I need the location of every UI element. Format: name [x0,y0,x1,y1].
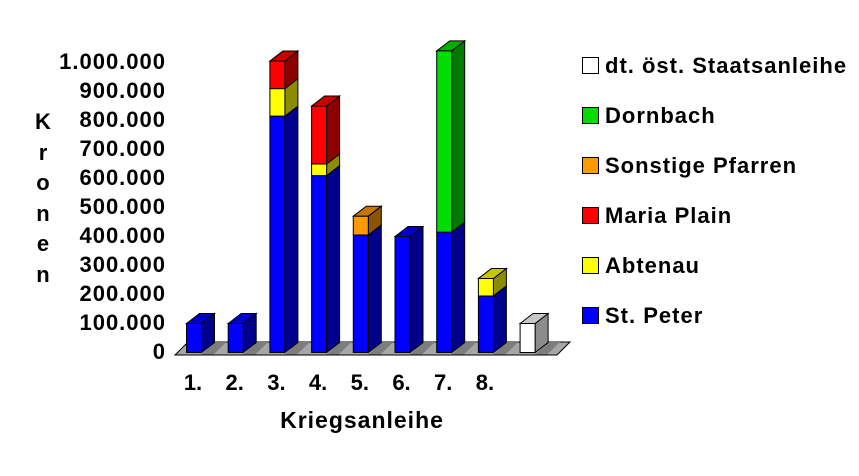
y-tick-label: 600.000 [79,165,166,190]
bar-shadow [493,342,519,355]
bar-8-st-peter [477,295,494,353]
y-tick-label: 400.000 [79,223,166,248]
x-tick-label: 4. [308,370,328,395]
bar-6-st-peter-side [409,225,424,354]
y-tick-label: 1.000.000 [59,49,166,74]
legend-label: Sonstige Pfarren [605,152,798,178]
bar-shadow [451,342,477,355]
bar-1-st-peter [186,323,202,353]
y-axis-title-letter: n [36,261,50,287]
x-axis-title: Kriegsanleihe [280,407,444,433]
bar-7-dornbach [436,50,453,233]
y-axis-title-letter: K [35,109,51,134]
bar-6-st-peter [394,236,411,353]
legend-key [582,57,599,74]
legend-item: Abtenau [582,253,700,279]
legend-key [582,257,599,274]
bar-4-maria-plain [311,105,328,165]
x-tick-label: 5. [350,370,369,395]
y-axis-title-letter: r [38,139,48,165]
bar-shadow [284,342,310,355]
legend-item: St. Peter [582,303,703,329]
y-tick-label: 0 [152,339,166,364]
legend-label: dt. öst. Staatsanleihe [605,52,848,78]
legend-item: dt. öst. Staatsanleihe [582,53,847,79]
bar-8-st-peter-side [492,284,507,354]
y-axis-title-letter: e [36,231,50,256]
y-axis-title-letter: n [36,200,50,226]
bar-5-st-peter-side [367,224,382,354]
y-tick-label: 200.000 [79,281,166,306]
bar-7-dornbach-side [451,39,466,234]
bar-shadow [535,342,561,355]
legend-label: Dornbach [605,102,716,128]
bar-shadow [410,342,435,355]
legend-item: Dornbach [582,103,716,129]
bar-4-maria-plain-side [326,94,341,166]
bar-3-abtenau [269,88,286,117]
bar-3-maria-plain [269,60,286,90]
legend-label: Abtenau [605,252,700,278]
bar-4-st-peter [311,175,328,353]
x-tick-label: 8. [475,370,495,395]
y-tick-label: 900.000 [79,78,166,103]
legend-item: Sonstige Pfarren [582,153,797,179]
bar-shadow [243,342,269,355]
bar-8-abtenau [477,278,494,297]
bar-extra-dt-st-staatsanleihe [519,323,536,353]
legend-key [582,307,599,324]
bar-5-st-peter [352,234,369,353]
bar-4-abtenau [311,163,328,177]
y-tick-label: 700.000 [79,136,166,161]
legend-key [582,107,599,124]
y-tick-label: 100.000 [79,310,166,335]
y-tick-label: 500.000 [79,194,166,219]
x-tick-label: 1. [183,370,203,395]
bar-2-st-peter [227,323,244,353]
bar-3-st-peter-side [284,105,299,354]
legend-label: St. Peter [605,302,704,328]
legend-item: Maria Plain [582,203,732,229]
legend-key [582,157,599,174]
x-tick-label: 3. [267,370,286,395]
bar-7-st-peter [436,231,453,353]
legend-key [582,207,599,224]
bar-4-st-peter-side [326,164,341,354]
bar-5-sonstige-pfarren [352,215,369,236]
bar-shadow [326,342,352,355]
x-tick-label: 7. [434,370,453,395]
bar-3-st-peter [269,115,286,353]
x-tick-label: 6. [392,370,411,395]
y-axis-title-letter: o [36,170,50,195]
bar-7-st-peter-side [451,221,466,354]
legend-label: Maria Plain [605,202,733,228]
y-tick-label: 300.000 [79,252,166,277]
bar-shadow [368,342,394,355]
x-tick-label: 2. [225,370,244,395]
bar-shadow [201,342,227,355]
y-tick-label: 800.000 [79,107,166,132]
